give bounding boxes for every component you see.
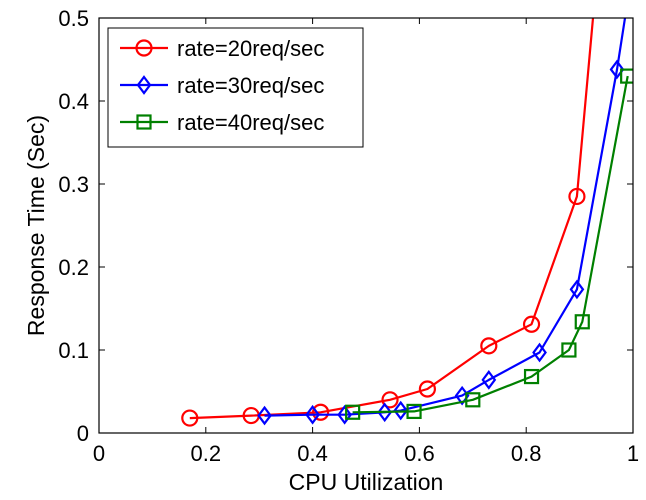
series-1-point [381,391,399,409]
series-3-point [465,392,481,408]
series-3-point [574,314,590,330]
legend-label: rate=40req/sec [177,110,324,135]
series-3-point [523,368,540,385]
series-3-point [406,403,422,420]
series-1-point [418,380,437,398]
legend-marker [136,114,152,130]
x-tick-label: 0.2 [191,441,222,466]
legend-marker [135,39,153,57]
series-2-point [532,342,547,363]
x-tick-label: 0 [93,441,105,466]
legend-label: rate=30req/sec [177,73,324,98]
x-tick-label: 0.4 [297,441,328,466]
series-1-point [480,337,498,355]
series-2-point [609,59,625,80]
y-tick-label: 0.4 [58,89,89,114]
y-tick-label: 0.1 [58,338,89,363]
plot-frame [98,17,634,434]
series-1-point [568,187,586,206]
x-axis-title: CPU Utilization [289,469,444,495]
x-tick-label: 0.8 [511,441,542,466]
series-2-point [377,402,393,423]
series-2-point [393,400,409,421]
y-tick-label: 0.3 [58,172,89,197]
series-3-point [561,342,577,358]
legend-entry-1: rate=20req/sec [120,36,324,61]
series-2-point [569,279,585,300]
series-2-point [257,405,272,426]
y-tick-label: 0 [77,421,89,446]
series-2-point [305,404,320,425]
x-tick-label: 0.6 [404,441,435,466]
y-tick-label: 0.2 [58,255,89,280]
series-3 [345,68,633,420]
series-1-point [312,403,330,421]
legend-marker [136,75,152,95]
y-tick-label: 0.5 [58,6,89,31]
series-1-point [522,315,541,333]
series-2-point [481,370,497,390]
series-3-point [620,68,633,84]
legend-entry-2: rate=30req/sec [120,73,324,98]
series-2 [257,18,627,426]
x-tick-label: 1 [627,441,639,466]
legend-label: rate=20req/sec [177,36,324,61]
series-3-point [345,404,361,420]
series-2-point [337,404,353,425]
y-axis-title: Response Time (Sec) [23,115,49,336]
legend-entry-3: rate=40req/sec [120,110,324,135]
series-2-line [264,18,627,417]
series-3-line [352,75,629,414]
series-1-point [181,409,199,427]
